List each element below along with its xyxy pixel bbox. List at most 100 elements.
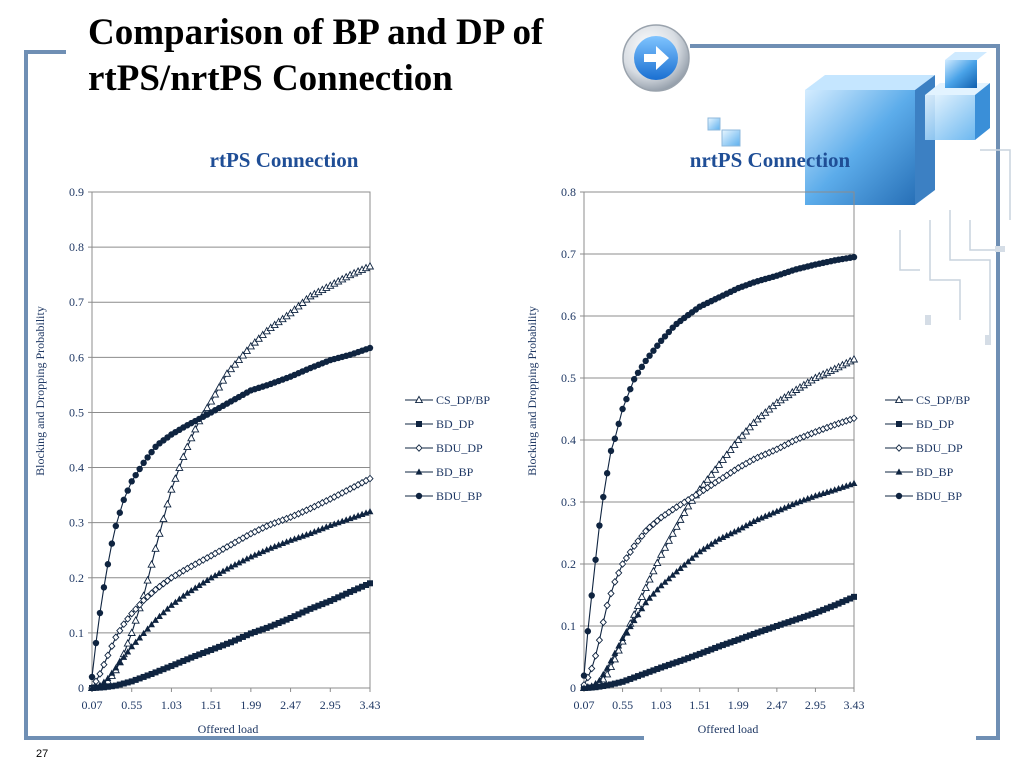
data-point: [156, 667, 163, 674]
data-point: [707, 540, 715, 547]
data-point: [649, 566, 658, 575]
data-point: [124, 648, 132, 655]
data-point: [234, 355, 244, 364]
data-point: [715, 535, 723, 542]
legend-item: BD_DP: [405, 417, 474, 431]
data-point: [738, 524, 746, 531]
data-point: [658, 664, 665, 671]
data-point: [208, 646, 215, 653]
data-point: [626, 622, 634, 630]
data-point: [642, 527, 650, 535]
data-point: [604, 682, 611, 689]
y-tick-label: 0.7: [561, 247, 576, 261]
data-point: [618, 560, 627, 568]
slide-frame-left: [24, 50, 28, 740]
data-point: [339, 592, 346, 599]
data-point: [638, 532, 646, 540]
data-point: [365, 261, 375, 270]
data-point: [100, 584, 108, 591]
data-point: [812, 609, 819, 616]
data-point: [318, 524, 326, 532]
data-point: [680, 508, 689, 516]
series-bdu-dp: [88, 474, 374, 692]
legend-item: CS_DP/BP: [885, 393, 970, 407]
data-point: [223, 565, 231, 572]
data-point: [653, 586, 661, 593]
data-point: [171, 474, 180, 482]
data-point: [120, 496, 127, 504]
data-point: [665, 328, 673, 336]
legend-label: BD_BP: [436, 465, 474, 479]
data-point: [607, 447, 615, 455]
data-point: [258, 330, 267, 339]
arrow-right-circle-icon[interactable]: [622, 24, 690, 92]
data-point: [144, 672, 151, 679]
data-point: [231, 561, 239, 568]
data-point: [718, 455, 728, 463]
data-point: [847, 595, 854, 602]
data-point: [116, 626, 124, 635]
data-point: [677, 657, 684, 664]
data-point: [633, 601, 643, 609]
data-point: [283, 538, 290, 545]
data-point: [654, 342, 661, 349]
data-point: [773, 623, 780, 629]
data-point: [596, 522, 603, 529]
data-point: [96, 609, 104, 617]
data-point: [140, 596, 148, 605]
data-point: [239, 633, 246, 640]
data-point: [673, 568, 680, 575]
data-point: [140, 629, 148, 637]
y-tick-label: 0.4: [561, 433, 576, 447]
data-point: [804, 612, 811, 619]
data-point: [611, 680, 618, 687]
x-tick-label: 1.03: [651, 698, 672, 712]
data-point: [731, 638, 738, 645]
data-point: [132, 676, 139, 683]
data-point: [100, 684, 107, 691]
data-point: [808, 611, 815, 618]
data-point: [120, 680, 127, 687]
slide-frame-bottom-right: [976, 736, 1000, 740]
x-tick-label: 1.51: [201, 698, 222, 712]
data-point: [128, 609, 136, 618]
y-tick-label: 0.7: [69, 295, 84, 309]
data-point: [712, 644, 719, 651]
data-point: [112, 682, 119, 689]
data-point: [367, 580, 373, 587]
slide-frame-top-right: [690, 44, 1000, 48]
data-point: [584, 628, 592, 635]
data-point: [746, 632, 753, 639]
data-point: [742, 522, 750, 529]
data-point: [255, 627, 262, 634]
data-point: [749, 418, 758, 427]
data-point: [723, 640, 730, 647]
data-point: [750, 630, 757, 637]
y-tick-label: 0: [570, 681, 576, 695]
data-point: [143, 592, 152, 601]
data-point: [599, 674, 608, 683]
data-point: [623, 395, 630, 403]
data-point: [610, 654, 620, 663]
data-point: [136, 675, 143, 682]
chart-rtps: rtPS Connection 0 0.1 0.2 0.3 0.4 0.5 0.6 0.7 0.…: [33, 148, 490, 736]
data-point: [238, 350, 248, 359]
data-point: [645, 574, 654, 583]
data-point: [672, 522, 681, 530]
data-point: [700, 545, 707, 552]
data-point: [745, 422, 755, 431]
data-point: [228, 639, 234, 646]
data-point: [634, 537, 642, 545]
data-point: [160, 609, 167, 616]
data-point: [592, 684, 599, 691]
data-point: [355, 585, 362, 592]
data-point: [191, 584, 199, 591]
data-point: [692, 551, 700, 558]
data-point: [770, 624, 776, 631]
data-point: [657, 582, 665, 589]
data-point: [231, 637, 238, 644]
data-point: [816, 608, 823, 615]
legend-marker: [415, 444, 423, 452]
data-point: [641, 583, 650, 591]
data-point: [654, 665, 661, 672]
